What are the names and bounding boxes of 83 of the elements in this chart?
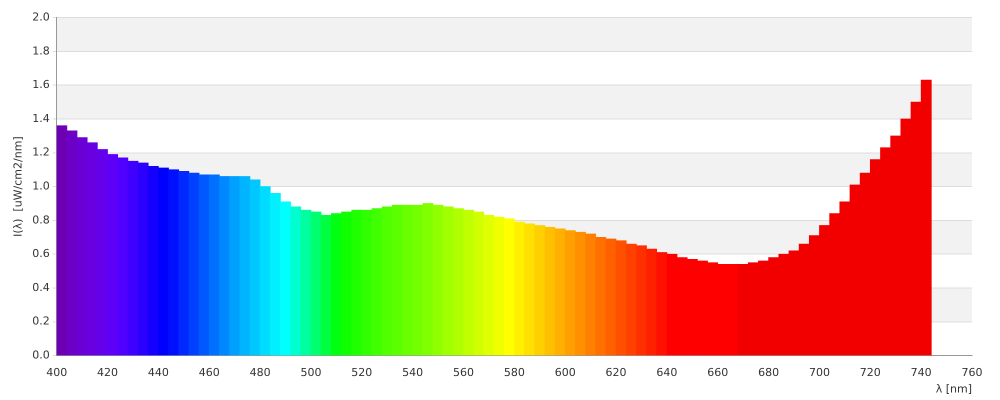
bar	[554, 228, 566, 356]
y-tick-label: 1.2	[32, 146, 50, 159]
bar	[66, 130, 78, 356]
bar	[564, 230, 576, 356]
x-tick-label: 680	[758, 366, 780, 380]
bar	[198, 174, 210, 356]
x-tick-label: 440	[148, 366, 169, 380]
bar	[514, 222, 525, 356]
x-tick-label: 620	[606, 366, 627, 380]
bar	[544, 226, 556, 356]
x-tick-label: 420	[97, 366, 118, 380]
x-tick-label: 400	[46, 366, 68, 380]
bar	[575, 232, 586, 356]
bar	[452, 208, 464, 356]
bar	[290, 206, 302, 356]
y-tick-label: 0.2	[32, 314, 50, 328]
bar	[239, 176, 250, 356]
y-tick-label: 0.4	[32, 280, 50, 294]
x-tick-label: 560	[452, 366, 474, 380]
bar	[442, 206, 454, 356]
x-tick-label: 460	[198, 366, 220, 380]
bar	[595, 236, 606, 356]
bar	[280, 201, 291, 356]
bar	[188, 172, 200, 356]
bar	[473, 212, 484, 356]
bar	[432, 204, 444, 356]
y-tick-label: 1.4	[32, 112, 50, 125]
x-tick-label: 480	[250, 366, 271, 380]
y-tick-label: 0.0	[32, 348, 50, 362]
bar	[361, 210, 372, 356]
x-tick-label: 760	[962, 366, 982, 380]
bar	[208, 174, 220, 356]
bar	[534, 225, 546, 356]
y-tick-label: 1.0	[32, 179, 50, 192]
x-tick-label: 640	[656, 366, 678, 380]
bar	[158, 168, 169, 356]
bar	[504, 218, 515, 356]
bar	[646, 248, 658, 356]
bar	[168, 169, 180, 356]
y-tick-label: 0.6	[32, 247, 50, 260]
bar	[372, 208, 382, 356]
bar	[463, 210, 474, 356]
bar	[310, 212, 322, 356]
bar	[656, 252, 668, 356]
bar	[320, 215, 332, 356]
bar	[636, 245, 647, 356]
bar	[626, 244, 637, 356]
y-axis-title: I(λ) [uW/cm2/nm]	[11, 136, 24, 237]
x-tick-label: 520	[351, 366, 372, 380]
bar	[117, 158, 128, 356]
bar	[351, 210, 362, 356]
bar	[219, 176, 230, 356]
bar	[270, 193, 281, 356]
y-tick-label: 2.0	[32, 10, 50, 24]
x-tick-label: 720	[860, 366, 881, 380]
bar	[330, 213, 342, 356]
bar	[138, 162, 149, 356]
y-tick-label: 0.8	[32, 213, 50, 226]
bar	[524, 223, 536, 356]
x-tick-label: 740	[910, 366, 932, 380]
x-tick-label: 700	[808, 366, 830, 380]
bar	[606, 238, 616, 356]
y-tick-label: 1.8	[32, 44, 50, 58]
bar	[300, 210, 312, 356]
bar	[148, 166, 159, 356]
bar	[178, 171, 190, 356]
bar	[341, 212, 352, 356]
bar	[260, 186, 271, 356]
y-tick-label: 1.6	[32, 78, 50, 92]
x-tick-label: 500	[300, 366, 322, 380]
bar	[128, 160, 138, 356]
bar	[484, 215, 494, 356]
x-tick-label: 580	[504, 366, 525, 380]
bar	[585, 234, 596, 356]
bar	[56, 125, 68, 356]
x-tick-label: 660	[707, 366, 728, 380]
x-tick-label: 540	[402, 366, 424, 380]
bar	[494, 216, 505, 356]
x-axis-title: λ [nm]	[936, 382, 972, 396]
bar	[616, 240, 627, 356]
x-tick-label: 600	[554, 366, 576, 380]
bar	[229, 176, 240, 356]
bar	[250, 180, 260, 356]
